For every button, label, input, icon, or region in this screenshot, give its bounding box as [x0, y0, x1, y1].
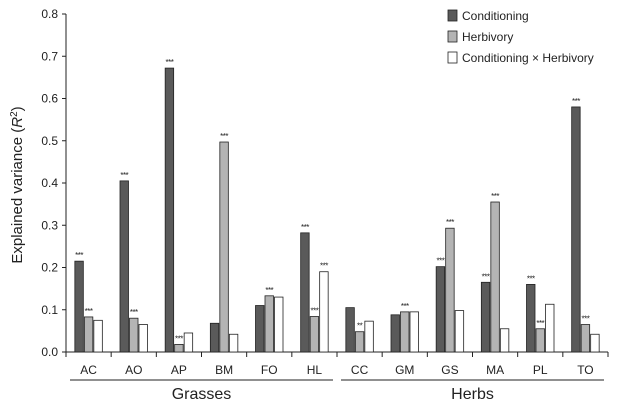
category-label: BM: [215, 363, 233, 377]
bar: [526, 283, 536, 353]
bar: [300, 232, 310, 353]
bar: [409, 311, 419, 353]
bar: [490, 201, 500, 353]
significance-labels: ****************************************…: [75, 58, 590, 343]
significance-label: ***: [310, 307, 318, 316]
category-label: FO: [261, 363, 278, 377]
bar: [228, 333, 239, 353]
significance-label: ***: [301, 223, 309, 232]
significance-label: **: [357, 322, 363, 331]
bar: [590, 333, 600, 353]
significance-label: ***: [527, 274, 535, 283]
legend-label: Conditioning: [462, 9, 529, 23]
bar: [535, 328, 545, 353]
bar: [499, 328, 510, 353]
bar: [400, 311, 410, 353]
y-axis-label: Explained variance (R2): [9, 106, 27, 263]
significance-label: ***: [320, 262, 328, 271]
significance-label: ***: [175, 334, 183, 343]
bars: [74, 67, 600, 353]
legend-swatch: [447, 9, 458, 22]
y-tick-label: 0.8: [41, 7, 58, 21]
y-tick-label: 0.7: [41, 49, 58, 63]
significance-label: ***: [120, 171, 128, 180]
significance-label: ***: [446, 218, 454, 227]
group-label: Herbs: [451, 386, 494, 403]
legend-swatch: [447, 51, 458, 64]
category-label: HL: [307, 363, 323, 377]
significance-label: ***: [130, 308, 138, 317]
bar: [119, 180, 129, 353]
legend-swatch: [447, 30, 458, 43]
y-tick-label: 0.4: [41, 176, 58, 190]
significance-label: ***: [581, 315, 589, 324]
legend-label: Conditioning × Herbivory: [462, 51, 594, 65]
bar: [364, 320, 374, 353]
y-tick-label: 0.6: [41, 92, 58, 106]
bar: [129, 317, 139, 353]
category-label: PL: [533, 363, 548, 377]
bar: [138, 324, 148, 353]
bar: [545, 303, 555, 353]
bar: [480, 281, 491, 353]
bar: [319, 271, 329, 353]
category-labels: AC AO AP BM FO HL CC GM GS MA PL TO: [65, 352, 609, 377]
bar: [255, 305, 265, 353]
bar: [571, 106, 581, 353]
y-axis-ticks: 0.0 0.1 0.2 0.3 0.4 0.5 0.6 0.7 0.8: [41, 7, 66, 359]
bar: [345, 307, 355, 353]
bar: [264, 295, 274, 353]
category-label: AC: [80, 363, 97, 377]
legend: Conditioning Herbivory Conditioning × Herb…: [447, 9, 594, 65]
category-label: AO: [125, 363, 142, 377]
bar: [74, 260, 84, 353]
group-labels: Grasses Herbs: [70, 379, 604, 403]
bar: [219, 141, 229, 353]
bar: [274, 296, 284, 353]
bar: [454, 310, 465, 353]
y-tick-label: 0.1: [41, 303, 58, 317]
significance-label: ***: [165, 58, 173, 67]
significance-label: ***: [265, 286, 273, 295]
significance-label: ***: [482, 272, 490, 281]
bar: [93, 319, 103, 353]
bar: [445, 227, 455, 353]
significance-label: ***: [536, 319, 544, 328]
significance-label: ***: [572, 97, 580, 106]
bar: [183, 332, 194, 353]
category-label: AP: [171, 363, 187, 377]
significance-label: ***: [220, 132, 228, 141]
bar: [309, 316, 320, 353]
group-label: Grasses: [172, 386, 232, 403]
category-label: CC: [351, 363, 369, 377]
legend-label: Herbivory: [462, 30, 513, 44]
significance-label: ***: [85, 307, 93, 316]
significance-label: ***: [75, 251, 83, 260]
significance-label: ***: [491, 192, 499, 201]
bar: [209, 322, 220, 353]
bar: [83, 316, 94, 353]
significance-label: ***: [401, 302, 409, 311]
y-tick-label: 0.2: [41, 261, 58, 275]
category-label: TO: [577, 363, 593, 377]
bar: [164, 67, 175, 353]
y-tick-label: 0.3: [41, 218, 58, 232]
bar: [435, 266, 446, 353]
category-label: GS: [441, 363, 458, 377]
bar: [580, 324, 591, 353]
bar: [174, 343, 184, 353]
y-tick-label: 0.0: [41, 345, 58, 359]
bar: [390, 314, 400, 353]
category-label: GM: [395, 363, 414, 377]
bar: [354, 331, 365, 353]
category-label: MA: [486, 363, 504, 377]
y-tick-label: 0.5: [41, 134, 58, 148]
significance-label: ***: [436, 257, 444, 266]
